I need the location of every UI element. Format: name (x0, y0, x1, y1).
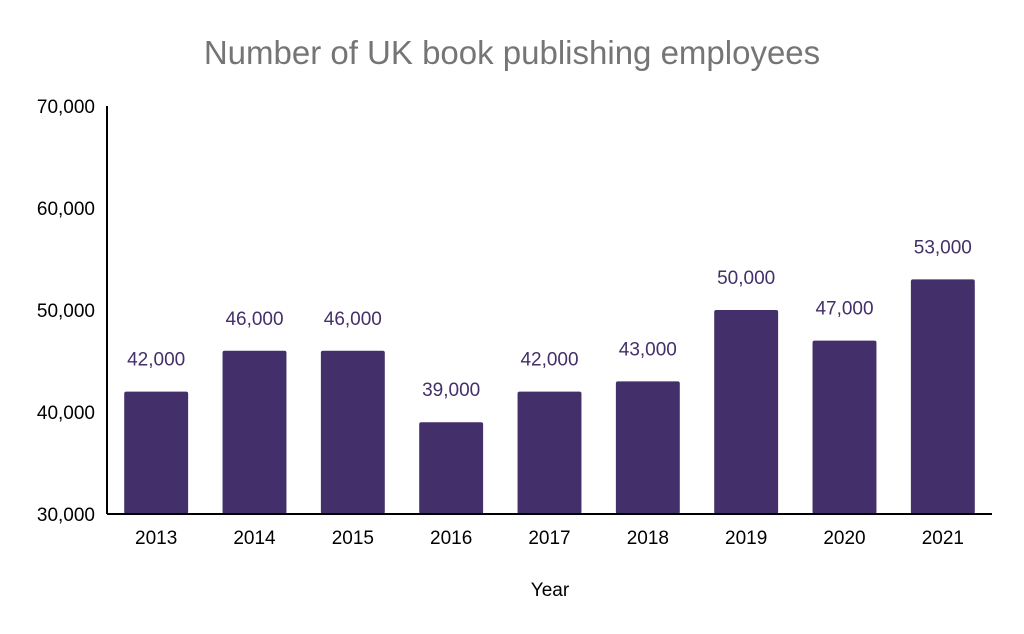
data-label-2014: 46,000 (225, 309, 283, 330)
bar-2014 (222, 350, 287, 514)
data-label-2021: 53,000 (914, 237, 972, 258)
x-axis-ticks: 2013 2014 2015 2016 2017 2018 2019 2020 2021 (135, 528, 964, 549)
data-label-2015: 46,000 (324, 309, 382, 330)
y-tick-label: 40,000 (37, 403, 95, 424)
x-tick-label-2013: 2013 (135, 528, 177, 549)
bar-2015 (320, 350, 385, 514)
data-labels-layer: 42,000 46,000 46,000 39,000 42,000 43,000 50,0… (127, 237, 972, 401)
bar-2013 (124, 391, 189, 514)
chart-title: Number of UK book publishing employees (204, 34, 820, 71)
data-label-2018: 43,000 (619, 339, 677, 360)
x-tick-label-2021: 2021 (922, 528, 964, 549)
data-label-2013: 42,000 (127, 350, 185, 371)
x-tick-label-2017: 2017 (528, 528, 570, 549)
x-tick-label-2014: 2014 (233, 528, 276, 549)
data-label-2019: 50,000 (717, 268, 775, 289)
data-label-2017: 42,000 (520, 350, 578, 371)
bar-2019 (714, 310, 779, 514)
x-tick-label-2018: 2018 (627, 528, 669, 549)
x-tick-label-2016: 2016 (430, 528, 472, 549)
bar-2018 (615, 381, 680, 514)
bars-layer (124, 279, 975, 514)
x-tick-label-2020: 2020 (823, 528, 865, 549)
bar-2017 (517, 391, 582, 514)
bar-2020 (812, 340, 877, 514)
y-tick-label: 70,000 (37, 97, 95, 118)
y-tick-label: 30,000 (37, 505, 95, 526)
bar-2021 (910, 279, 975, 514)
x-tick-label-2019: 2019 (725, 528, 767, 549)
x-axis-title: Year (531, 580, 570, 601)
y-axis-ticks: 30,000 40,000 50,000 60,000 70,000 (37, 97, 95, 526)
x-tick-label-2015: 2015 (332, 528, 374, 549)
y-tick-label: 50,000 (37, 301, 95, 322)
data-label-2020: 47,000 (815, 299, 873, 320)
bar-2016 (419, 422, 484, 514)
y-tick-label: 60,000 (37, 199, 95, 220)
data-label-2016: 39,000 (422, 380, 480, 401)
